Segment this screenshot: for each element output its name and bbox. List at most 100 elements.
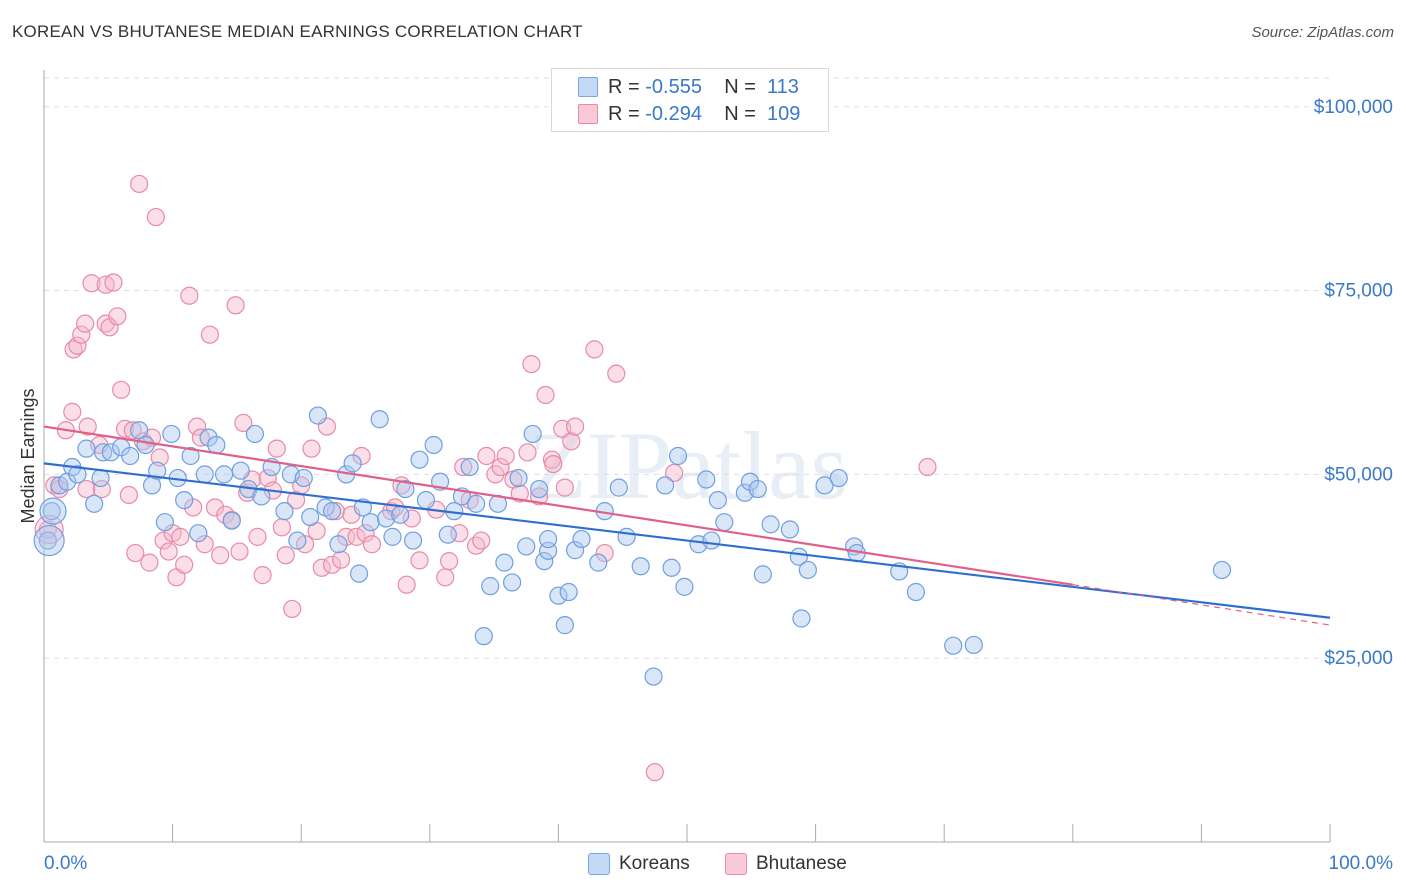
bottom-label-bhutanese: Bhutanese (756, 853, 847, 874)
koreans-point (349, 564, 369, 583)
bhutanese-point (187, 417, 207, 436)
bhutanese-point (175, 555, 194, 574)
legend-swatch-bhutanese (578, 104, 598, 124)
series-koreans (33, 406, 1232, 686)
koreans-point (252, 487, 271, 506)
bhutanese-point (76, 314, 95, 333)
koreans-point (466, 494, 486, 513)
koreans-point (410, 450, 429, 469)
koreans-point (136, 435, 155, 455)
koreans-point (572, 529, 591, 549)
bhutanese-point (585, 340, 604, 359)
bhutanese-point (595, 543, 614, 563)
trend-lines (43, 425, 1331, 626)
bhutanese-point (436, 568, 455, 587)
x-tick-label-end: 100.0% (1329, 853, 1394, 874)
koreans-point (523, 424, 542, 444)
koreans-point (424, 435, 443, 455)
bhutanese-point (918, 457, 937, 477)
koreans-point (376, 509, 396, 528)
bhutanese-point (191, 428, 210, 447)
koreans-point (740, 472, 760, 491)
koreans-point (231, 461, 250, 480)
koreans-point (559, 582, 578, 602)
koreans-point (566, 541, 585, 560)
legend-n-value-bhutanese: 109 (767, 103, 801, 125)
legend-n-label: N = (724, 103, 756, 125)
koreans-point (361, 513, 380, 532)
koreans-point (753, 565, 772, 584)
bhutanese-point (159, 542, 178, 561)
bhutanese-point (496, 446, 515, 466)
bhutanese-point (130, 174, 149, 194)
koreans-point (121, 446, 140, 466)
bhutanese-point (180, 286, 199, 305)
chart-title: KOREAN VS BHUTANESE MEDIAN EARNINGS CORR… (12, 22, 583, 41)
koreans-point (329, 535, 348, 554)
koreans-point (715, 513, 734, 532)
y-tick-label: $50,000 (1324, 464, 1393, 485)
koreans-point (301, 507, 320, 527)
bhutanese-point (211, 546, 230, 565)
koreans-point (780, 520, 799, 539)
koreans-point (675, 577, 694, 596)
koreans-point (503, 573, 522, 592)
koreans-point (222, 511, 241, 530)
koreans-point (798, 560, 817, 580)
source-label: Source: ZipAtlas.com (1251, 24, 1394, 41)
bhutanese-point (140, 553, 159, 572)
bhutanese-point (112, 380, 131, 399)
koreans-point (829, 468, 848, 488)
bhutanese-point (234, 413, 253, 433)
bhutanese-point (322, 555, 342, 574)
legend-r-label: R = (608, 76, 640, 98)
koreans-point (101, 443, 120, 462)
bhutanese-point (108, 307, 127, 326)
koreans-point (68, 465, 87, 484)
bhutanese-point (78, 417, 97, 436)
bhutanese-point (302, 439, 321, 458)
bhutanese-point (205, 498, 225, 517)
koreans-point (697, 470, 716, 489)
bhutanese-point (607, 364, 626, 383)
koreans-point (906, 582, 926, 602)
bhutanese-point (82, 274, 101, 293)
bhutanese-point (104, 273, 123, 292)
koreans-point (38, 531, 57, 550)
bhutanese-point (248, 527, 267, 546)
bhutanese-point (466, 536, 486, 555)
bhutanese-point (544, 454, 563, 474)
koreans-point (460, 457, 479, 477)
bhutanese-point (150, 448, 169, 467)
bhutanese-point (312, 558, 331, 577)
koreans-point (214, 465, 234, 484)
bhutanese-point (665, 463, 684, 483)
bhutanese-point (68, 336, 87, 355)
correlation-legend: R = -0.555 N = 113 R = -0.294 N = 109 (551, 68, 829, 132)
bhutanese-point-cluster (34, 514, 64, 545)
koreans-point (539, 529, 558, 549)
bhutanese-point (226, 296, 245, 315)
y-tick-label: $75,000 (1324, 281, 1393, 302)
bhutanese-point (171, 527, 190, 546)
koreans-point (438, 525, 457, 544)
bhutanese-point (283, 599, 302, 619)
koreans-point (403, 531, 423, 550)
koreans-point (189, 524, 208, 543)
bhutanese-point (410, 551, 429, 570)
koreans-point (199, 428, 218, 447)
bhutanese-point (146, 207, 165, 227)
koreans-point (308, 406, 328, 425)
bhutanese-point (119, 485, 138, 505)
koreans-point (815, 476, 834, 495)
bhutanese-point (402, 509, 421, 528)
tick-labels: $25,000 $50,000 $75,000 $100,000 0.0% 100.0% M… (18, 97, 1393, 874)
koreans-point (668, 446, 688, 466)
koreans-point (656, 476, 675, 495)
koreans-point (761, 515, 780, 534)
bhutanese-point (115, 419, 135, 438)
bhutanese-point (562, 432, 581, 451)
bhutanese-point (510, 484, 529, 503)
bhutanese-point (276, 546, 295, 565)
